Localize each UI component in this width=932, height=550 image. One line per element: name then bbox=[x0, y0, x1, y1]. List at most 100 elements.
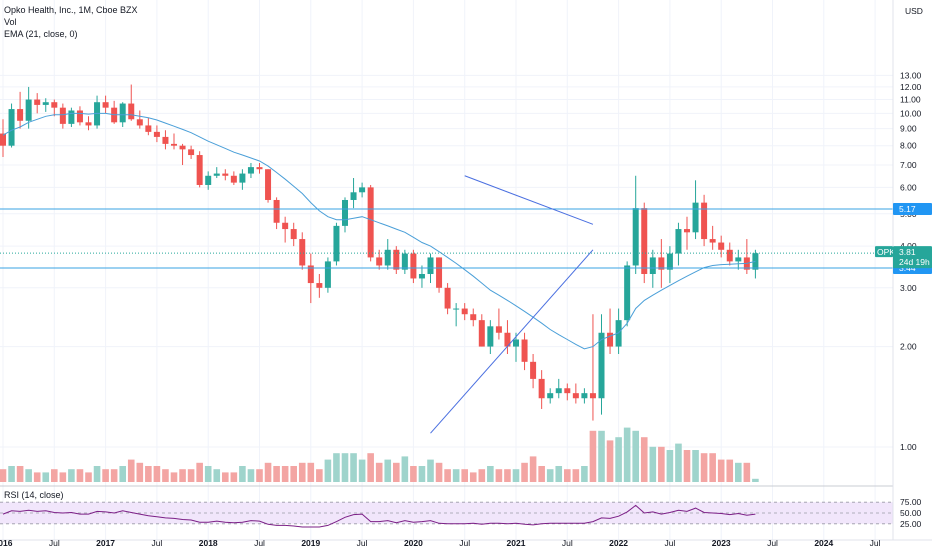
volume-bar bbox=[0, 469, 7, 482]
volume-bar bbox=[179, 469, 186, 482]
volume-bar bbox=[427, 459, 434, 482]
volume-bar bbox=[529, 456, 537, 482]
candle-body bbox=[34, 99, 41, 105]
candle-body bbox=[333, 225, 340, 262]
candle-body bbox=[598, 332, 605, 399]
time-tick-label: 2018 bbox=[199, 538, 218, 548]
time-tick-label: Jul bbox=[870, 538, 881, 548]
volume-bar bbox=[521, 462, 528, 482]
candle-body bbox=[666, 253, 673, 270]
candle-body bbox=[350, 192, 357, 200]
candle-body bbox=[230, 175, 237, 183]
candle-body bbox=[547, 393, 554, 399]
candle-body bbox=[684, 229, 690, 233]
volume-bar bbox=[504, 469, 511, 482]
time-axis[interactable]: 2016 Jul 2017 Jul 2018 Jul 2019 Jul 2020 Jul 2021 J… bbox=[0, 538, 932, 548]
candle-body bbox=[538, 378, 545, 399]
volume-bar bbox=[658, 446, 665, 482]
candle-body bbox=[504, 332, 511, 347]
candle-body bbox=[384, 249, 391, 266]
volume-bar bbox=[196, 462, 203, 482]
volume-bar bbox=[247, 469, 255, 482]
candle-body bbox=[136, 119, 143, 126]
volume-bar bbox=[640, 437, 648, 482]
candle-body bbox=[709, 239, 716, 243]
rsi-legend[interactable]: RSI (14, close) bbox=[4, 490, 64, 500]
volume-bar bbox=[281, 466, 289, 482]
candle-body bbox=[393, 249, 400, 270]
candle-body bbox=[376, 257, 383, 266]
volume-bar bbox=[487, 466, 494, 482]
candle-body bbox=[153, 131, 160, 137]
volume-bar bbox=[393, 462, 400, 482]
price-tick-label: 8.00 bbox=[900, 141, 917, 151]
candle-body bbox=[307, 265, 314, 284]
volume-bar bbox=[469, 472, 477, 482]
candle-body bbox=[290, 229, 297, 240]
volume-bar bbox=[735, 462, 742, 482]
trendline-lower bbox=[430, 249, 594, 434]
candle-body bbox=[513, 339, 519, 347]
rsi-pane bbox=[0, 485, 893, 528]
ema-legend[interactable]: EMA (21, close, 0) bbox=[4, 29, 78, 39]
price-tick-label: 2.00 bbox=[900, 342, 917, 352]
volume-bar bbox=[367, 453, 374, 482]
volume-bar bbox=[418, 466, 426, 482]
candle-body bbox=[85, 122, 92, 126]
candle-body bbox=[624, 265, 631, 321]
candle-body bbox=[555, 388, 562, 394]
triangle-trendlines[interactable] bbox=[430, 175, 594, 434]
volume-bar bbox=[204, 466, 212, 482]
countdown-label: 24d 19h bbox=[899, 257, 930, 267]
candle-body bbox=[658, 257, 665, 270]
volume-legend[interactable]: Vol bbox=[4, 17, 17, 27]
volume-bar bbox=[581, 466, 588, 482]
volume-bar bbox=[16, 466, 24, 482]
candle-body bbox=[735, 257, 742, 262]
time-tick-label: Jul bbox=[664, 538, 675, 548]
candle-body bbox=[162, 136, 169, 144]
candle-body bbox=[367, 187, 374, 258]
horizontal-levels[interactable] bbox=[0, 208, 893, 269]
volume-bar bbox=[136, 462, 144, 482]
candle-body bbox=[179, 145, 186, 150]
grid-lines bbox=[0, 0, 893, 540]
candle-body bbox=[718, 242, 725, 250]
volume-bar bbox=[230, 472, 238, 482]
volume-bar bbox=[546, 469, 554, 482]
volume-bar bbox=[170, 472, 178, 482]
candle-body bbox=[145, 125, 152, 132]
volume-bar bbox=[410, 466, 417, 482]
volume-bar bbox=[384, 459, 392, 482]
candlesticks[interactable] bbox=[0, 84, 759, 421]
volume-bar bbox=[102, 469, 109, 482]
candle-body bbox=[299, 239, 306, 266]
candle-body bbox=[324, 261, 331, 288]
volume-bar bbox=[145, 466, 152, 482]
currency-label: USD bbox=[905, 6, 923, 16]
candle-body bbox=[316, 283, 323, 288]
price-tick-label: 3.00 bbox=[900, 283, 917, 293]
candle-body bbox=[675, 229, 682, 254]
candle-body bbox=[342, 199, 348, 226]
candle-body bbox=[530, 361, 537, 379]
candle-body bbox=[359, 187, 366, 193]
candle-body bbox=[8, 109, 15, 146]
candle-body bbox=[59, 107, 66, 124]
candle-body bbox=[701, 202, 708, 240]
price-tick-label: 1.00 bbox=[900, 442, 917, 452]
price-tick-label: 13.00 bbox=[900, 70, 922, 80]
volume-bar bbox=[726, 459, 734, 482]
candle-body bbox=[726, 249, 733, 262]
candle-body bbox=[589, 393, 596, 399]
volume-bar bbox=[42, 472, 50, 482]
volume-bar bbox=[110, 469, 118, 482]
volume-bar bbox=[213, 469, 221, 482]
symbol-title[interactable]: Opko Health, Inc., 1M, Cboe BZX bbox=[4, 5, 138, 15]
candle-body bbox=[564, 388, 571, 394]
volume-bar bbox=[700, 453, 708, 482]
candle-body bbox=[487, 326, 494, 347]
symbol-tag bbox=[875, 246, 893, 258]
